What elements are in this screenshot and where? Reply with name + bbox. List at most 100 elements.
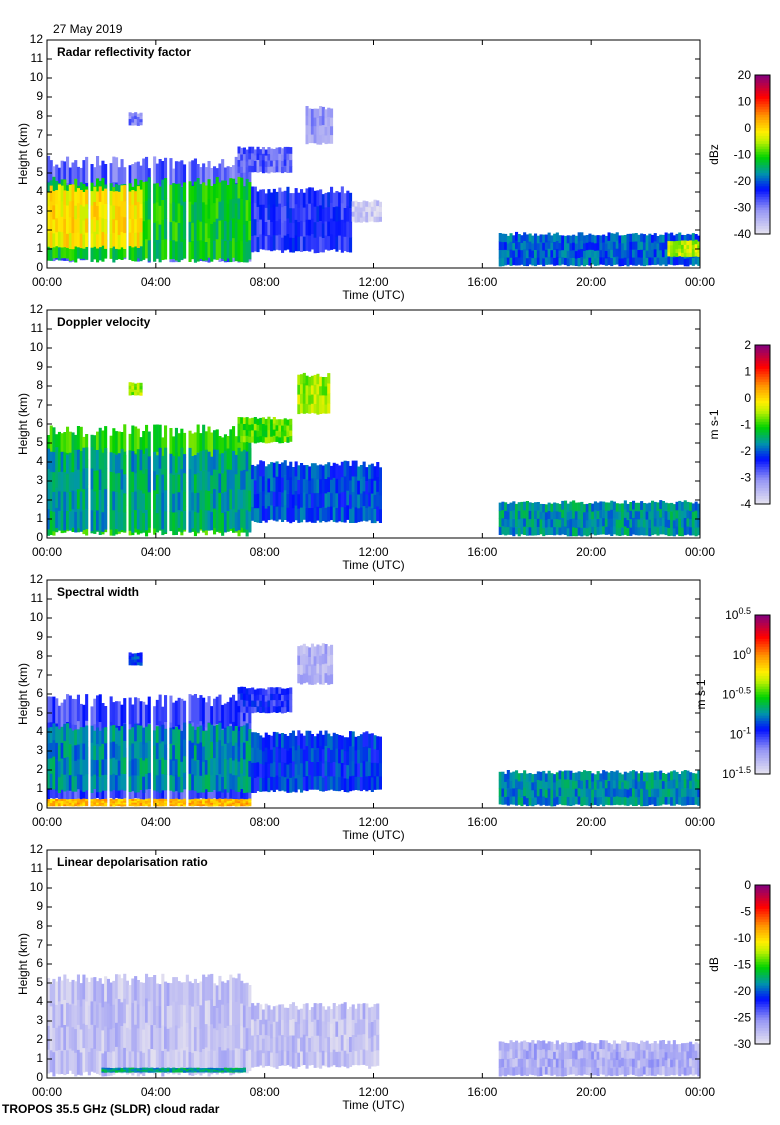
data-cell: [651, 780, 654, 788]
data-cell: [333, 1003, 336, 1019]
data-cell: [169, 222, 172, 241]
data-cell: [684, 788, 687, 797]
y-tick-label: 2: [36, 222, 43, 236]
data-cell: [183, 801, 186, 803]
data-cell: [93, 745, 96, 760]
data-cell: [227, 743, 230, 760]
data-cell: [88, 1028, 91, 1052]
data-cell: [325, 221, 328, 236]
data-cell: [153, 452, 156, 472]
y-tick-label: 7: [36, 397, 43, 411]
data-cell: [191, 434, 194, 459]
data-cell: [281, 437, 284, 443]
data-cell: [681, 245, 684, 249]
data-cell: [150, 1001, 153, 1025]
data-cell: [140, 656, 143, 660]
data-cell: [684, 241, 687, 245]
y-tick-label: 2: [36, 762, 43, 776]
data-cell: [137, 653, 140, 656]
data-cell: [199, 240, 202, 259]
panel-title: Doppler velocity: [57, 315, 151, 329]
data-cell: [251, 688, 254, 695]
data-cell: [273, 161, 276, 167]
data-cell: [140, 701, 143, 727]
data-cell: [142, 454, 145, 474]
data-cell: [376, 206, 379, 212]
data-cell: [613, 502, 616, 511]
data-cell: [131, 659, 134, 662]
data-cell: [352, 775, 355, 790]
data-cell: [238, 700, 241, 707]
colorbar-cell: [755, 734, 770, 737]
data-cell: [273, 694, 276, 701]
data-cell: [172, 804, 175, 806]
data-cell: [349, 1052, 352, 1067]
data-cell: [156, 494, 159, 513]
data-cell: [161, 200, 164, 220]
data-cell: [175, 472, 178, 492]
data-cell: [66, 473, 69, 492]
data-cell: [632, 509, 635, 518]
data-cell: [156, 183, 159, 202]
data-cell: [240, 799, 243, 801]
data-cell: [548, 511, 551, 519]
data-cell: [610, 501, 613, 510]
data-cell: [684, 770, 687, 779]
data-cell: [297, 745, 300, 760]
data-cell: [520, 510, 523, 518]
data-cell: [341, 236, 344, 253]
data-cell: [238, 693, 241, 700]
data-cell: [300, 205, 303, 221]
data-cell: [202, 799, 205, 801]
data-cell: [199, 1005, 202, 1029]
data-cell: [316, 1035, 319, 1051]
data-cell: [344, 1002, 347, 1018]
data-cell: [175, 428, 178, 455]
data-cell: [327, 762, 330, 777]
data-cell: [140, 383, 143, 387]
data-cell: [564, 518, 567, 527]
data-cell: [344, 236, 347, 251]
data-cell: [232, 451, 235, 471]
data-cell: [101, 1030, 104, 1054]
data-cell: [580, 797, 583, 806]
data-cell: [115, 234, 118, 249]
data-cell: [199, 203, 202, 222]
data-cell: [161, 725, 164, 742]
data-cell: [254, 701, 257, 707]
data-cell: [308, 666, 311, 676]
data-cell: [306, 1036, 309, 1053]
colorbar-cell: [755, 176, 770, 179]
data-cell: [376, 506, 379, 521]
data-cell: [330, 109, 333, 118]
data-cell: [142, 983, 145, 1007]
data-cell: [235, 222, 238, 242]
data-cell: [583, 527, 586, 535]
data-cell: [654, 526, 657, 534]
data-cell: [178, 456, 181, 474]
data-cell: [96, 191, 99, 206]
data-cell: [145, 510, 148, 531]
data-cell: [284, 436, 287, 442]
data-cell: [286, 160, 289, 167]
data-cell: [344, 1034, 347, 1050]
colorbar-cell: [755, 131, 770, 134]
data-cell: [376, 1034, 379, 1050]
data-cell: [529, 234, 532, 242]
data-cell: [164, 490, 167, 512]
data-cell: [178, 981, 181, 1005]
data-cell: [586, 528, 589, 536]
data-cell: [670, 253, 673, 257]
data-cell: [297, 646, 300, 656]
data-cell: [499, 241, 502, 250]
data-cell: [303, 749, 306, 763]
data-cell: [306, 1003, 309, 1020]
data-cell: [540, 511, 543, 519]
data-cell: [531, 250, 534, 258]
data-cell: [194, 760, 197, 776]
data-cell: [316, 394, 319, 405]
data-cell: [316, 126, 319, 135]
data-cell: [365, 494, 368, 508]
data-cell: [567, 788, 570, 797]
data-cell: [257, 689, 260, 695]
